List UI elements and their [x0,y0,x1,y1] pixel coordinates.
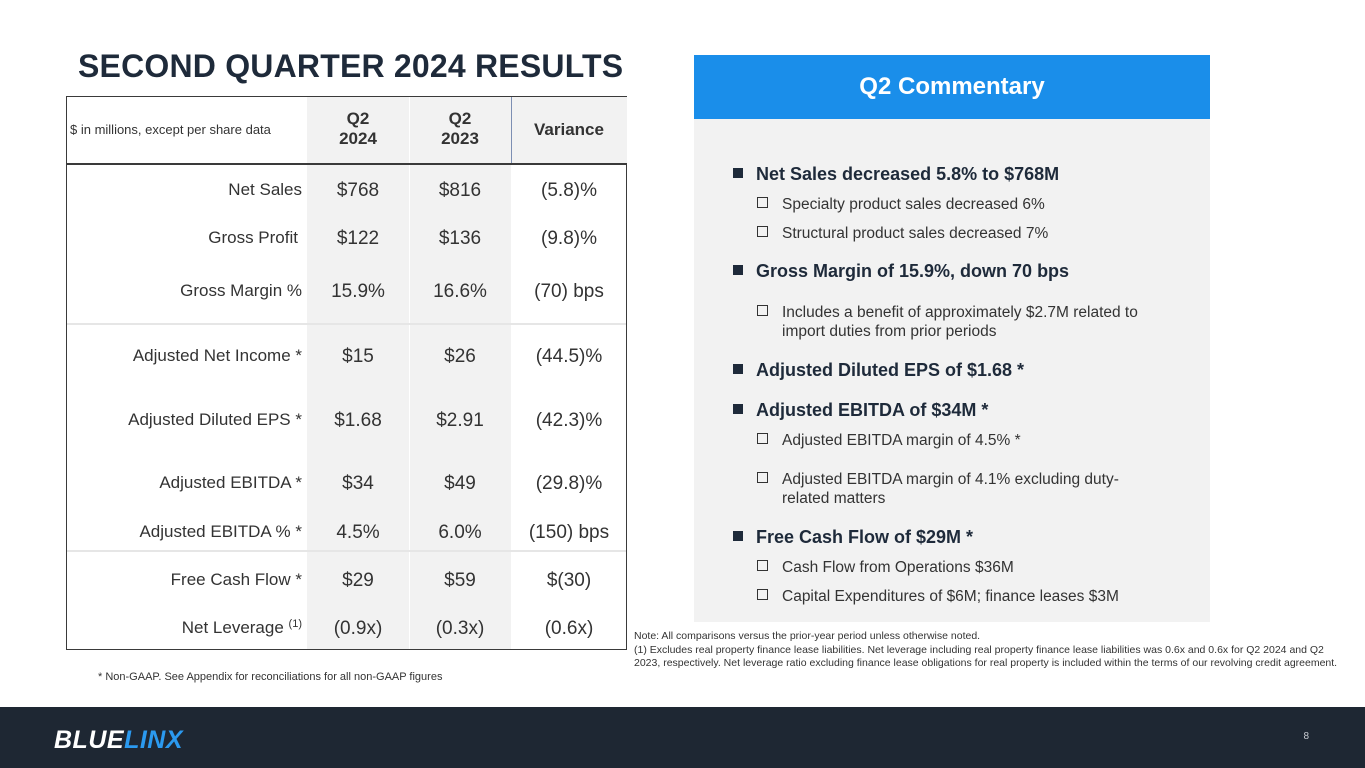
svg-text:BLUELINX: BLUELINX [54,726,184,753]
results-table: $ in millions, except per share data Q2 2… [66,96,627,650]
table-row: Gross Margin % 15.9% 16.6% (70) bps [67,276,626,306]
cell-variance: (44.5)% [535,346,603,367]
bluelinx-logo: BLUELINX [54,726,184,753]
column-header-q2-2023: Q2 2023 [441,109,479,148]
column-divider [409,97,410,649]
cell-q2-2024: (0.9x) [333,618,383,639]
column-shade-q2-2023 [409,97,511,649]
checkbox-bullet-icon [757,560,768,571]
table-row: Adjusted Net Income * $15 $26 (44.5)% [67,341,626,371]
non-gaap-footnote: * Non-GAAP. See Appendix for reconciliat… [98,671,443,683]
footnote-marker: (1) [288,618,302,630]
commentary-bullet: Adjusted EBITDA of $34M * [733,400,988,421]
commentary-panel [694,119,1210,622]
table-row: Free Cash Flow * $29 $59 $(30) [67,565,626,595]
commentary-bullet: Gross Margin of 15.9%, down 70 bps [733,261,1069,282]
header-divider [67,163,626,165]
cell-q2-2024: $768 [336,180,380,201]
row-label: Adjusted EBITDA * [159,473,302,492]
column-header-q2-2024: Q2 2024 [339,109,377,148]
square-bullet-icon [733,404,743,414]
checkbox-bullet-icon [757,472,768,483]
row-label: Gross Profit [208,228,298,247]
page-title: SECOND QUARTER 2024 RESULTS [78,48,624,84]
square-bullet-icon [733,168,743,178]
commentary-sub-bullet: Includes a benefit of approximately $2.7… [757,303,1177,341]
cell-variance: (0.6x) [544,618,594,639]
commentary-sub-bullet: Adjusted EBITDA margin of 4.1% excluding… [757,470,1157,508]
commentary-bullet: Free Cash Flow of $29M * [733,527,973,548]
commentary-sub-bullet: Specialty product sales decreased 6% [757,195,1177,214]
cell-q2-2023: $59 [444,570,476,591]
page-number: 8 [1303,731,1309,742]
cell-q2-2024: $122 [336,228,380,249]
cell-variance: (29.8)% [535,473,603,494]
cell-variance: (5.8)% [541,180,597,201]
commentary-bullet: Net Sales decreased 5.8% to $768M [733,164,1059,185]
table-row: Adjusted EBITDA * $34 $49 (29.8)% [67,468,626,498]
commentary-heading: Q2 Commentary [694,55,1210,119]
table-units-note: $ in millions, except per share data [70,122,271,137]
checkbox-bullet-icon [757,226,768,237]
square-bullet-icon [733,531,743,541]
variance-header-cell [511,97,627,163]
square-bullet-icon [733,265,743,275]
footer-bar: BLUELINX 8 [0,707,1365,768]
checkbox-bullet-icon [757,197,768,208]
checkbox-bullet-icon [757,433,768,444]
cell-q2-2024: $15 [342,346,374,367]
row-label: Free Cash Flow * [170,570,302,589]
checkbox-bullet-icon [757,589,768,600]
cell-q2-2024: 4.5% [336,522,380,543]
cell-q2-2023: $136 [438,228,482,249]
row-label: Adjusted Net Income * [132,346,302,365]
checkbox-bullet-icon [757,305,768,316]
cell-variance: $(30) [546,570,592,591]
cell-variance: (9.8)% [541,228,597,249]
commentary-sub-bullet: Capital Expenditures of $6M; finance lea… [757,587,1177,606]
table-row: Gross Profit $122 $136 (9.8)% [67,223,626,253]
cell-q2-2023: $26 [444,346,476,367]
row-label: Adjusted Diluted EPS * [128,410,302,429]
column-shade-q2-2024 [307,97,409,649]
commentary-bullet: Adjusted Diluted EPS of $1.68 * [733,360,1024,381]
row-label: Gross Margin % [180,281,302,300]
cell-variance: (42.3)% [535,410,603,431]
commentary-sub-bullet: Adjusted EBITDA margin of 4.5% * [757,431,1177,450]
cell-q2-2024: $29 [342,570,374,591]
cell-q2-2023: 16.6% [433,281,487,302]
section-divider [67,550,626,552]
cell-variance: (150) bps [528,522,610,543]
comparison-note: Note: All comparisons versus the prior-y… [634,630,1338,669]
cell-q2-2023: 6.0% [438,522,482,543]
commentary-sub-bullet: Structural product sales decreased 7% [757,224,1177,243]
row-label: Net Leverage (1) [181,618,302,637]
row-label: Adjusted EBITDA % * [139,522,302,541]
row-label: Net Sales [228,180,302,199]
cell-q2-2023: (0.3x) [435,618,485,639]
section-divider [67,323,626,325]
cell-q2-2023: $2.91 [436,410,484,431]
cell-q2-2024: $1.68 [334,410,382,431]
cell-variance: (70) bps [534,281,604,302]
cell-q2-2024: $34 [342,473,374,494]
commentary-sub-bullet: Cash Flow from Operations $36M [757,558,1177,577]
table-row: Adjusted Diluted EPS * $1.68 $2.91 (42.3… [67,405,626,435]
table-row: Net Leverage (1) (0.9x) (0.3x) (0.6x) [67,613,626,643]
column-header-variance: Variance [534,120,604,139]
cell-q2-2023: $816 [438,180,482,201]
table-row: Adjusted EBITDA % * 4.5% 6.0% (150) bps [67,517,626,547]
cell-q2-2024: 15.9% [331,281,385,302]
cell-q2-2023: $49 [444,473,476,494]
table-row: Net Sales $768 $816 (5.8)% [67,175,626,205]
square-bullet-icon [733,364,743,374]
